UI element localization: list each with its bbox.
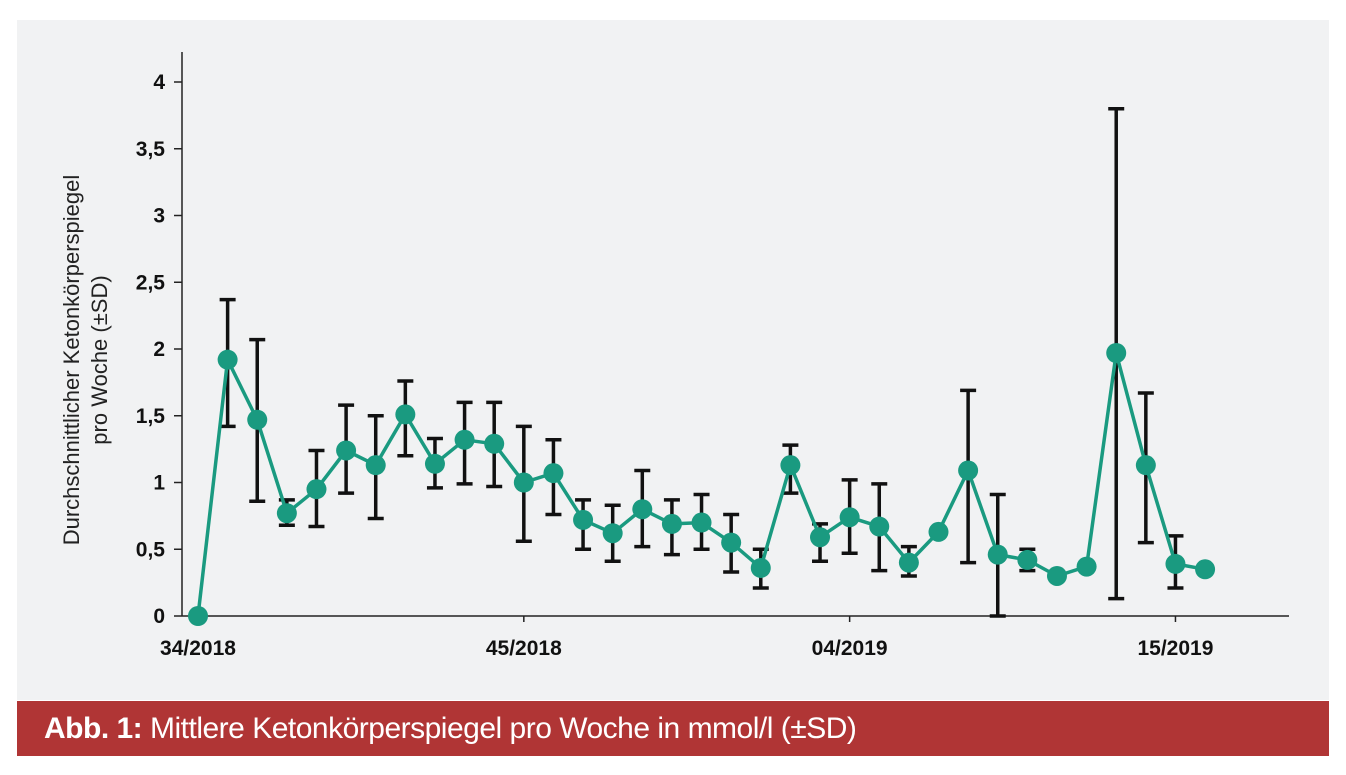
data-point bbox=[839, 507, 860, 528]
y-tick-label: 3,5 bbox=[136, 138, 166, 161]
data-point bbox=[395, 404, 416, 425]
data-point bbox=[661, 513, 682, 534]
x-tick-label: 04/2019 bbox=[812, 637, 888, 660]
data-point bbox=[1076, 556, 1097, 577]
data-point bbox=[188, 606, 208, 626]
data-point bbox=[573, 509, 594, 530]
data-point bbox=[602, 523, 623, 544]
x-tick-label: 15/2019 bbox=[1137, 637, 1213, 660]
data-point bbox=[928, 521, 949, 542]
data-point bbox=[513, 472, 534, 493]
y-axis-label-line-2: pro Woche (±SD) bbox=[87, 275, 112, 444]
data-point bbox=[306, 479, 327, 500]
y-tick-label: 1,5 bbox=[136, 405, 166, 428]
data-point bbox=[869, 516, 890, 537]
data-point bbox=[987, 544, 1008, 565]
data-point bbox=[365, 455, 386, 476]
chart-panel: 0 0,5 1 1,5 2 2,5 3 3,5 4 34/2018 45/2018 04/2019 15… bbox=[17, 20, 1329, 700]
y-tick-label: 0,5 bbox=[136, 538, 166, 561]
data-point bbox=[958, 460, 979, 481]
data-point bbox=[454, 429, 475, 450]
data-point bbox=[217, 349, 238, 370]
data-point bbox=[543, 463, 564, 484]
y-tick-label: 2,5 bbox=[136, 271, 166, 294]
x-tick-label: 34/2018 bbox=[160, 637, 236, 660]
data-point bbox=[1046, 565, 1067, 586]
caption-label: Abb. 1: bbox=[44, 712, 143, 745]
data-point bbox=[424, 453, 445, 474]
y-tick-label: 3 bbox=[153, 205, 165, 228]
y-tick-label: 0 bbox=[153, 605, 165, 628]
data-point bbox=[691, 512, 712, 533]
data-point bbox=[810, 527, 831, 548]
data-point bbox=[1165, 553, 1186, 574]
data-point bbox=[721, 532, 742, 553]
data-point bbox=[247, 409, 268, 430]
y-axis-label-line-1: Durchschnittlicher Ketonkörperspiegel bbox=[59, 175, 84, 546]
data-point bbox=[1135, 455, 1156, 476]
caption-text: Mittlere Ketonkörperspiegel pro Woche in… bbox=[142, 712, 857, 745]
y-tick-label: 1 bbox=[153, 472, 165, 495]
data-point bbox=[632, 499, 653, 520]
y-tick-label: 4 bbox=[153, 71, 165, 94]
y-tick-label: 2 bbox=[153, 338, 165, 361]
data-point bbox=[276, 503, 297, 524]
data-point bbox=[484, 433, 505, 454]
line-chart: 0 0,5 1 1,5 2 2,5 3 3,5 4 34/2018 45/2018 04/2019 15… bbox=[59, 52, 1289, 660]
figure-caption: Abb. 1: Mittlere Ketonkörperspiegel pro … bbox=[17, 701, 1329, 756]
data-point bbox=[1106, 343, 1127, 364]
x-tick-label: 45/2018 bbox=[486, 637, 562, 660]
data-point bbox=[1195, 559, 1216, 580]
data-point bbox=[1017, 549, 1038, 570]
data-point bbox=[336, 440, 357, 461]
data-point bbox=[898, 552, 919, 573]
data-point bbox=[750, 557, 771, 578]
data-point bbox=[780, 455, 801, 476]
